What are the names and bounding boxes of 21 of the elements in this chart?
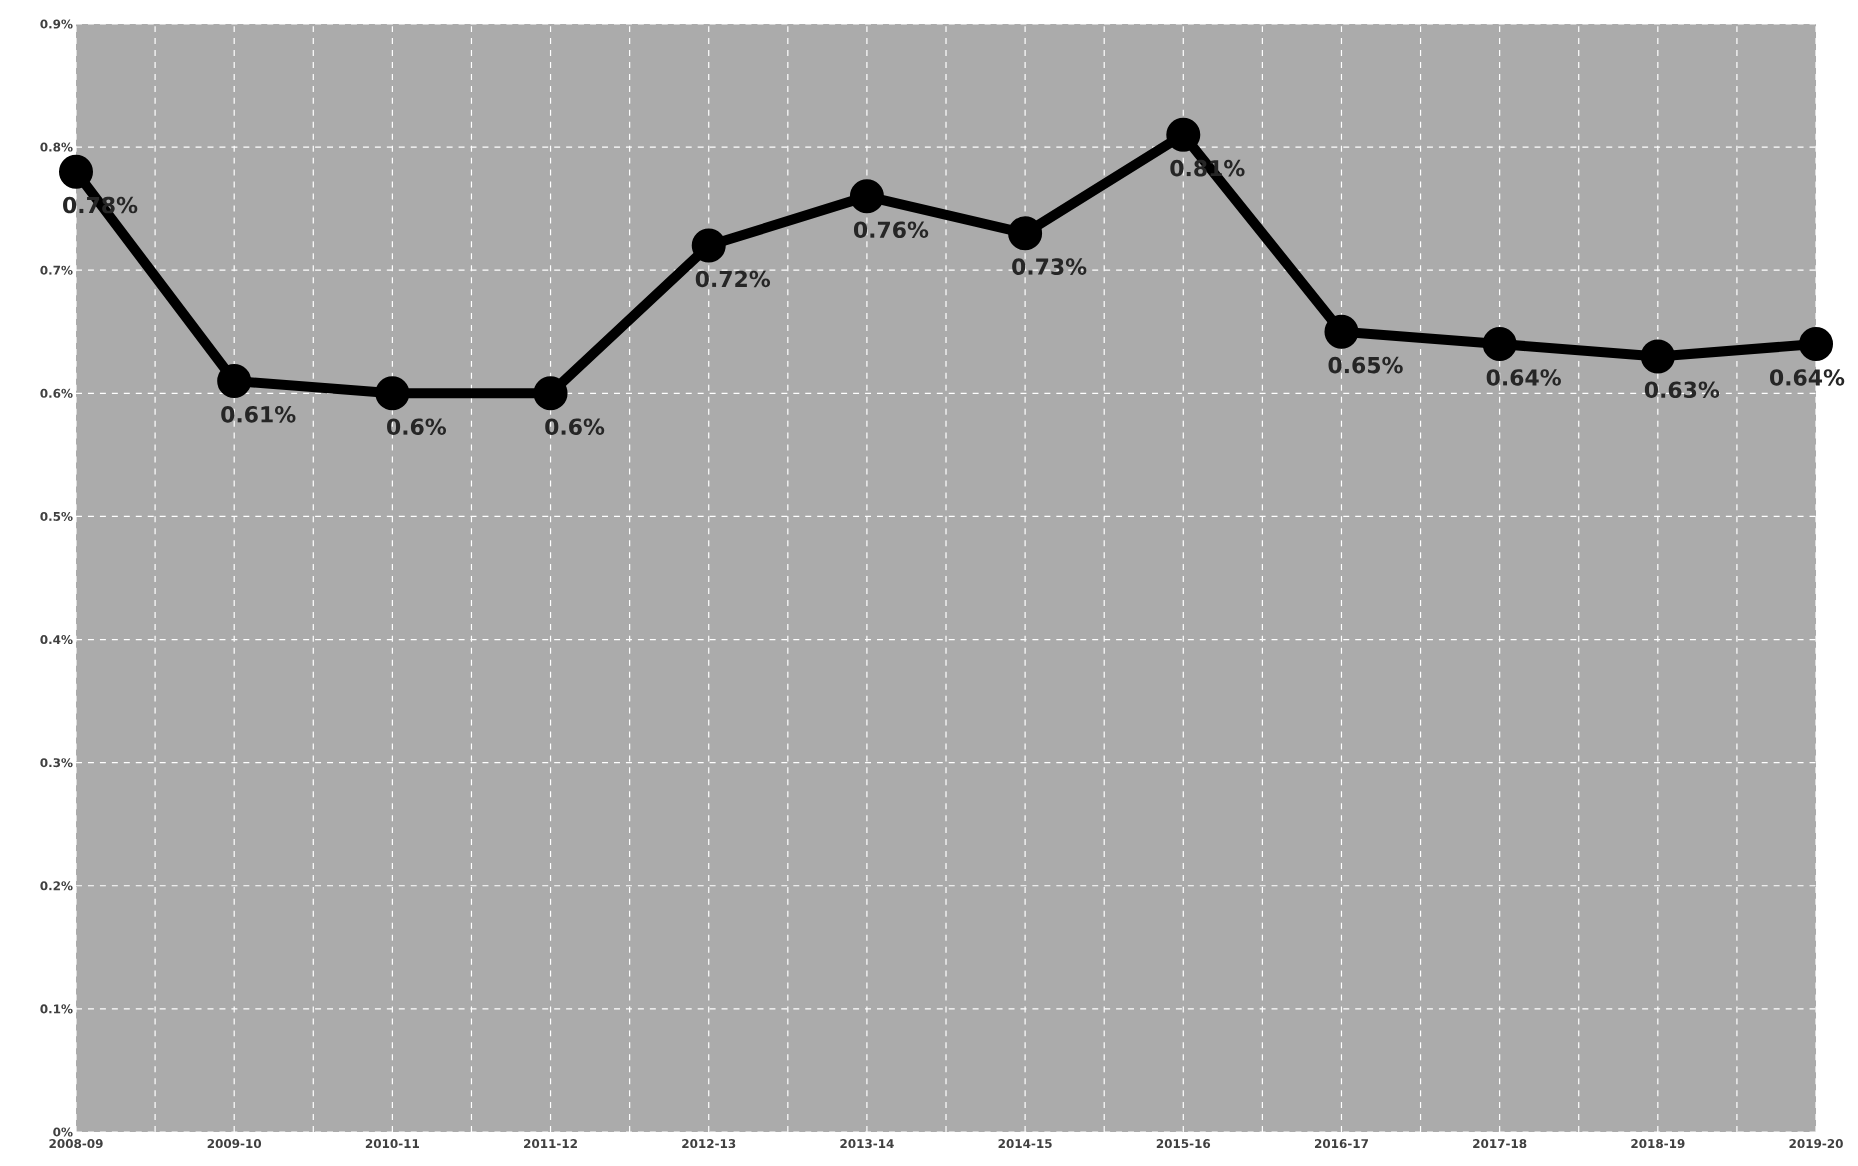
data-label: 0.6% xyxy=(387,418,447,435)
point xyxy=(533,376,568,411)
data-label: 0.72% xyxy=(695,270,771,288)
point xyxy=(375,376,410,411)
point xyxy=(1166,117,1201,152)
point xyxy=(217,364,252,399)
data-label: 0.6% xyxy=(545,418,605,435)
data-label: 0.76% xyxy=(853,221,929,238)
point xyxy=(1799,327,1834,362)
point xyxy=(849,179,884,214)
point xyxy=(1008,216,1043,251)
data-label: 0.63% xyxy=(1644,381,1720,399)
point xyxy=(691,228,726,263)
data-label: 0.73% xyxy=(1012,258,1087,275)
data-label: 0.64% xyxy=(1486,369,1561,386)
data-label: 0.61% xyxy=(221,406,296,423)
data-label: 0.65% xyxy=(1328,356,1403,374)
point xyxy=(1482,327,1517,362)
point xyxy=(59,154,93,189)
point xyxy=(1640,339,1675,374)
point xyxy=(1324,314,1359,349)
